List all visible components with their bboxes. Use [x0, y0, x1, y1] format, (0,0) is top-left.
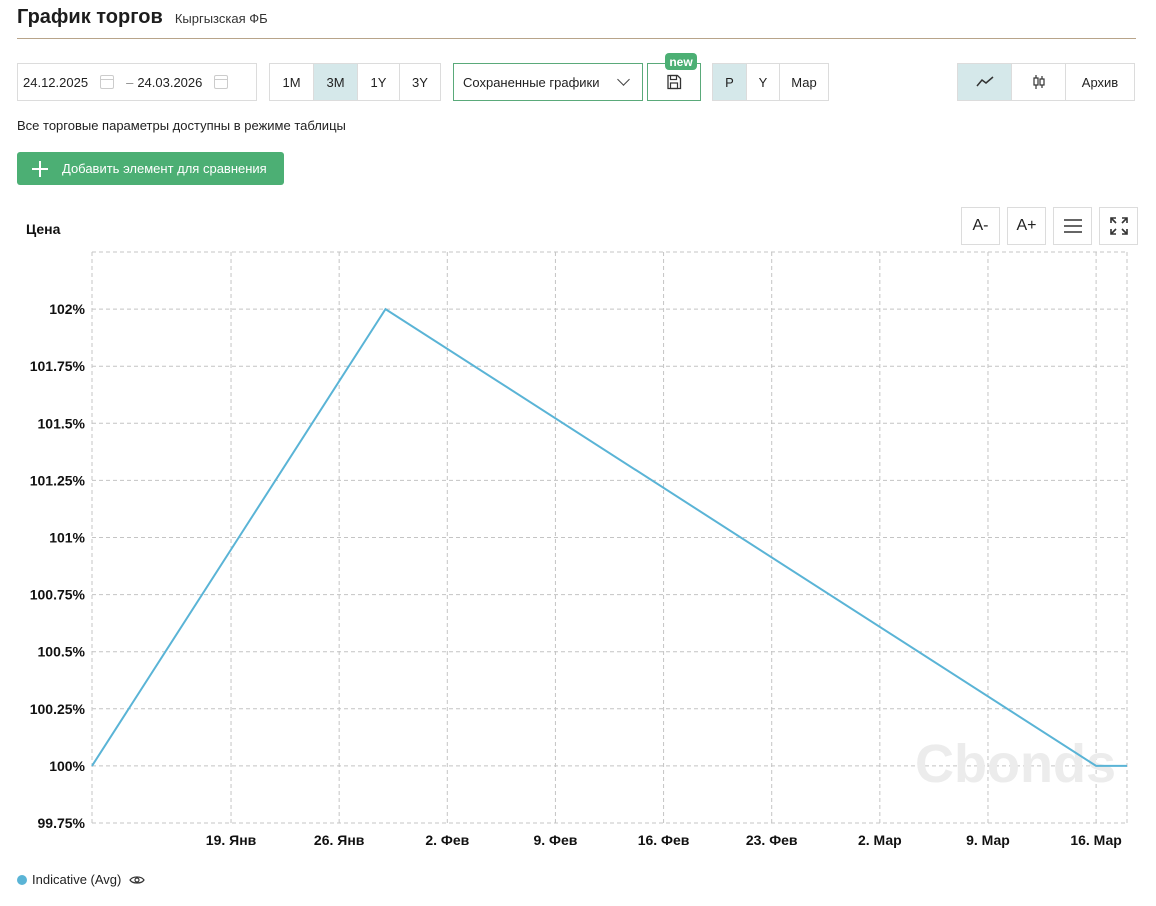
cbonds-watermark: Cbonds — [915, 734, 1116, 794]
mode-mar-button[interactable]: Мар — [779, 63, 829, 101]
chart-series — [91, 307, 1128, 767]
y-tick-label: 99.75% — [38, 815, 86, 831]
table-mode-note: Все торговые параметры доступны в режиме… — [17, 118, 346, 133]
toolbar: 24.12.2025 – 24.03.2026 1M 3M 1Y 3Y Сохр… — [0, 53, 1156, 101]
new-badge: new — [665, 53, 697, 70]
y-tick-label: 102% — [49, 301, 85, 317]
exchange-name: Кыргызская ФБ — [174, 11, 268, 26]
calendar-icon[interactable] — [100, 75, 115, 89]
page-header: График торгов Кыргызская ФБ — [17, 6, 1136, 39]
value-mode-selector: P Y Мар — [712, 63, 829, 101]
period-selector: 1M 3M 1Y 3Y — [269, 63, 441, 101]
line-chart-view-button[interactable] — [957, 63, 1012, 101]
calendar-icon[interactable] — [214, 75, 229, 89]
date-separator: – — [126, 74, 134, 90]
x-tick-label: 2. Фев — [425, 832, 469, 848]
x-tick-label: 9. Мар — [966, 832, 1010, 848]
y-tick-label: 100% — [49, 758, 85, 774]
saved-charts-label: Сохраненные графики — [463, 74, 600, 90]
date-to-field[interactable]: 24.03.2026 — [137, 74, 203, 90]
period-3y-button[interactable]: 3Y — [399, 63, 441, 101]
y-tick-label: 100.75% — [30, 587, 86, 603]
archive-button[interactable]: Архив — [1065, 63, 1135, 101]
date-range-picker[interactable]: 24.12.2025 – 24.03.2026 — [17, 63, 257, 101]
x-tick-label: 23. Фев — [746, 832, 798, 848]
menu-button[interactable] — [1053, 207, 1092, 245]
y-tick-label: 100.5% — [38, 644, 86, 660]
font-decrease-button[interactable]: A- — [961, 207, 1000, 245]
x-axis-ticks: 19. Янв 26. Янв 2. Фев 9. Фев 16. Фев 23. Фев… — [206, 832, 1122, 848]
y-axis-title: Цена — [26, 221, 61, 237]
mode-yield-button[interactable]: Y — [746, 63, 780, 101]
x-tick-label: 16. Мар — [1070, 832, 1122, 848]
fullscreen-button[interactable] — [1099, 207, 1138, 245]
x-tick-label: 9. Фев — [533, 832, 577, 848]
add-comparison-button[interactable]: Добавить элемент для сравнения — [17, 152, 284, 185]
view-selector: Архив — [957, 63, 1135, 101]
y-tick-label: 101.5% — [38, 415, 86, 431]
y-tick-label: 101.75% — [30, 358, 86, 374]
eye-icon[interactable] — [129, 875, 146, 885]
floppy-disk-icon — [667, 74, 682, 90]
candlestick-icon — [1032, 75, 1045, 89]
mode-price-button[interactable]: P — [712, 63, 747, 101]
date-from-field[interactable]: 24.12.2025 — [23, 74, 89, 90]
saved-charts-dropdown[interactable]: Сохраненные графики — [453, 63, 643, 101]
page-title: График торгов — [17, 6, 163, 28]
chart-legend: Indicative (Avg) — [17, 872, 146, 887]
font-increase-button[interactable]: A+ — [1007, 207, 1046, 245]
y-tick-label: 101.25% — [30, 472, 86, 488]
fullscreen-icon — [1109, 217, 1128, 235]
legend-series-label[interactable]: Indicative (Avg) — [32, 872, 122, 887]
y-tick-label: 100.25% — [30, 701, 86, 717]
plus-icon — [32, 160, 48, 177]
period-1m-button[interactable]: 1M — [269, 63, 314, 101]
add-comparison-label: Добавить элемент для сравнения — [62, 161, 267, 176]
series-line[interactable] — [91, 307, 1127, 767]
hamburger-menu-icon — [1063, 219, 1082, 233]
line-chart-icon — [975, 76, 993, 87]
x-tick-label: 16. Фев — [638, 832, 690, 848]
x-tick-label: 19. Янв — [206, 832, 257, 848]
legend-color-dot — [17, 874, 27, 885]
chart-grid — [91, 251, 1128, 824]
y-tick-label: 101% — [49, 530, 85, 546]
x-tick-label: 26. Янв — [314, 832, 365, 848]
y-axis-ticks: 102% 101.75% 101.5% 101.25% 101% 100.75% 100.5… — [30, 301, 86, 831]
x-tick-label: 2. Мар — [858, 832, 902, 848]
